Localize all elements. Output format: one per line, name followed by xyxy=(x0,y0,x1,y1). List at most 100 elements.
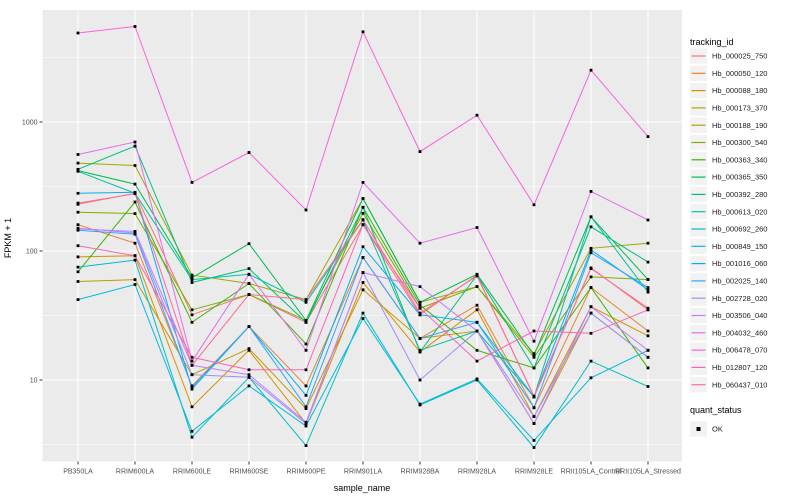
legend-item: Hb_000849_150 xyxy=(690,238,767,254)
data-point xyxy=(361,211,365,215)
data-point xyxy=(475,113,479,117)
data-point xyxy=(304,319,308,322)
legend-item: Hb_000188_190 xyxy=(690,117,767,133)
x-tick-label: RRIM928LA xyxy=(458,469,496,476)
data-point xyxy=(133,144,137,148)
data-point xyxy=(361,197,365,200)
data-point xyxy=(190,273,194,277)
legend-label: Hb_000025_750 xyxy=(712,52,767,61)
data-point xyxy=(133,164,137,167)
legend-item: Hb_000173_370 xyxy=(690,100,767,116)
data-point xyxy=(418,348,422,352)
data-point xyxy=(646,334,650,338)
data-point xyxy=(190,359,194,363)
legend-label: Hb_000392_280 xyxy=(712,190,767,199)
data-point xyxy=(304,342,308,346)
data-point xyxy=(190,276,194,280)
data-point xyxy=(475,329,479,333)
data-point xyxy=(304,368,308,372)
data-point xyxy=(589,248,593,252)
data-point xyxy=(646,308,650,312)
data-point xyxy=(190,320,194,324)
data-point xyxy=(247,384,251,388)
legend-label: Hb_000050_120 xyxy=(712,69,767,78)
legend-label: Hb_012807_120 xyxy=(712,363,767,372)
data-point xyxy=(475,377,479,381)
legend-item: Hb_000392_280 xyxy=(690,186,767,203)
data-point xyxy=(304,407,308,410)
data-point xyxy=(361,30,365,34)
legend-item: Hb_002728_020 xyxy=(690,290,767,306)
y-tick-label: 10 xyxy=(30,378,38,385)
panel-background xyxy=(42,10,682,462)
data-point xyxy=(190,435,194,439)
legend-label: Hb_000365_350 xyxy=(712,173,767,182)
data-point xyxy=(190,385,194,389)
legend-label: OK xyxy=(712,425,723,434)
legend-label: Hb_000613_020 xyxy=(712,207,767,216)
data-point xyxy=(190,278,194,281)
data-point xyxy=(190,181,194,184)
data-point xyxy=(304,424,308,428)
data-point xyxy=(247,368,251,372)
data-point xyxy=(475,320,479,324)
data-point xyxy=(532,406,536,410)
legend-item: Hb_002025_140 xyxy=(690,273,767,289)
data-point xyxy=(133,278,137,281)
data-point xyxy=(76,210,80,214)
data-point xyxy=(646,385,650,388)
data-point xyxy=(532,415,536,418)
data-point xyxy=(418,337,422,340)
data-point xyxy=(532,394,536,398)
legend-label: Hb_060437_010 xyxy=(712,380,767,389)
data-point xyxy=(190,308,194,312)
data-point xyxy=(76,244,80,248)
data-point xyxy=(532,329,536,333)
data-point xyxy=(361,281,365,284)
data-point xyxy=(589,246,593,250)
data-point xyxy=(589,267,593,270)
legend-label: Hb_003506_040 xyxy=(712,311,767,320)
data-point xyxy=(76,191,80,195)
x-tick-label: RRII105LA_Control xyxy=(561,469,622,476)
data-point xyxy=(418,306,422,310)
data-point xyxy=(76,255,80,259)
data-point xyxy=(304,208,308,212)
legend-item: Hb_060437_010 xyxy=(690,377,767,393)
data-point xyxy=(589,376,593,380)
data-point xyxy=(418,303,422,307)
data-point xyxy=(76,201,80,205)
data-point xyxy=(646,286,650,289)
data-point xyxy=(304,420,308,424)
data-point xyxy=(190,387,194,391)
data-point xyxy=(133,212,137,215)
data-point xyxy=(361,311,365,315)
x-tick-label: RRIM600SE xyxy=(230,469,269,476)
legend-item: Hb_004032_460 xyxy=(690,325,767,341)
x-tick-label: RRIM600LA xyxy=(116,469,154,476)
data-point xyxy=(76,153,80,156)
legend-item: Hb_000088_180 xyxy=(690,82,767,99)
y-tick-label: 100 xyxy=(26,249,38,256)
data-point xyxy=(532,446,536,449)
legend-label: Hb_000849_150 xyxy=(712,242,767,251)
data-point xyxy=(475,303,479,307)
legend-item: Hb_000300_540 xyxy=(690,134,767,151)
data-point xyxy=(589,251,593,255)
data-point xyxy=(646,329,650,333)
data-point xyxy=(133,140,137,144)
data-point xyxy=(247,325,251,328)
data-point xyxy=(247,347,251,350)
data-point xyxy=(76,280,80,283)
axis-tick-labels: 10 100 1000 PB350LA RRIM600LA RRIM600LE RRIM60… xyxy=(22,120,681,476)
data-point xyxy=(247,373,251,377)
data-point xyxy=(475,274,479,278)
data-point xyxy=(361,288,365,292)
data-point xyxy=(133,190,137,194)
data-point xyxy=(76,227,80,231)
data-point xyxy=(475,285,479,288)
data-point xyxy=(76,265,80,269)
data-point xyxy=(646,355,650,359)
data-point xyxy=(589,359,593,363)
